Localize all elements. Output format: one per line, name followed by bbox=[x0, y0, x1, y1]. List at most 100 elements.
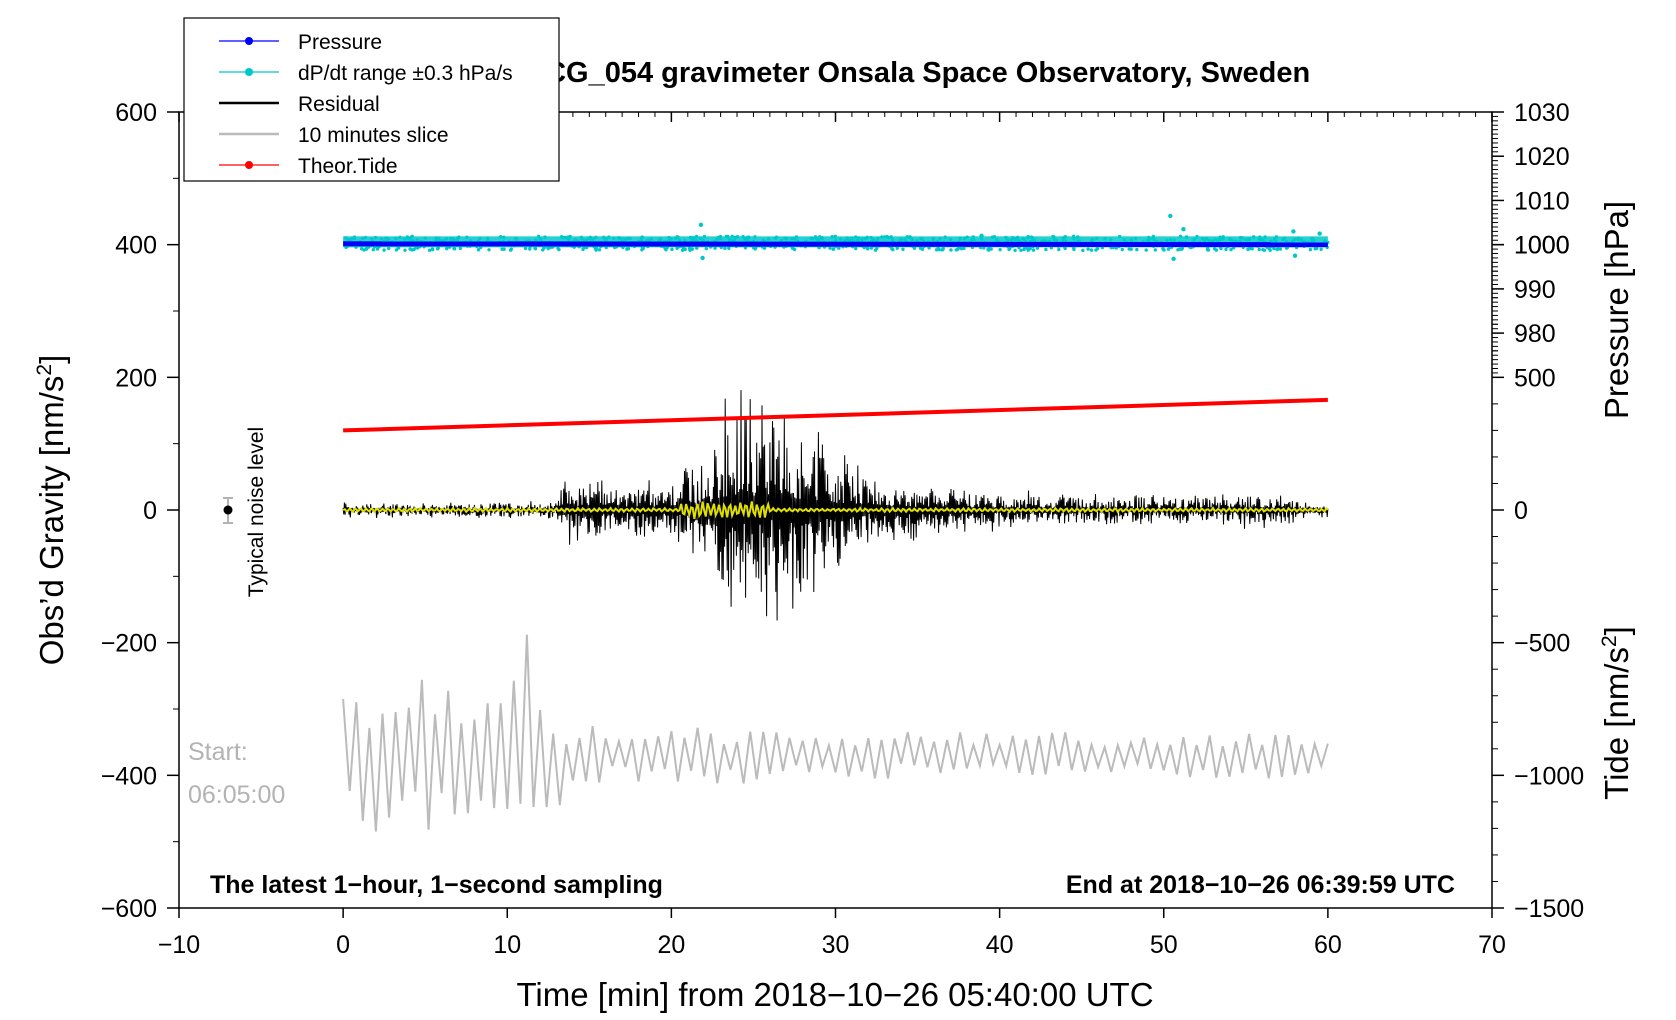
y-axis-title-gravity: Obs’d Gravity [nm/s2] bbox=[33, 355, 70, 666]
dpdt-point bbox=[542, 246, 546, 250]
dpdt-point bbox=[1284, 246, 1289, 250]
dpdt-point bbox=[1308, 247, 1313, 252]
dpdt-point bbox=[427, 248, 432, 252]
dpdt-point bbox=[910, 237, 914, 242]
dpdt-point bbox=[814, 237, 819, 241]
dpdt-point bbox=[1114, 246, 1118, 250]
dpdt-point bbox=[408, 236, 412, 241]
dpdt-point bbox=[677, 238, 682, 243]
dpdt-point bbox=[743, 246, 748, 250]
dpdt-point bbox=[384, 236, 388, 240]
pressure-line bbox=[343, 241, 1328, 248]
dpdt-outlier bbox=[1291, 229, 1296, 234]
tide-tick-label--1500: −1500 bbox=[1514, 895, 1584, 923]
dpdt-point bbox=[1103, 236, 1107, 241]
y-axis-title-tide: Tide [nm/s2] bbox=[1598, 626, 1635, 800]
dpdt-point bbox=[543, 235, 547, 239]
dpdt-point bbox=[927, 246, 931, 250]
dpdt-point bbox=[1019, 248, 1023, 253]
dpdt-point bbox=[359, 247, 364, 251]
dpdt-point bbox=[1272, 237, 1277, 241]
dpdt-point bbox=[1091, 239, 1095, 243]
x-axis-title: Time [min] from 2018−10−26 05:40:00 UTC bbox=[516, 976, 1153, 1013]
dpdt-point bbox=[741, 234, 745, 239]
dpdt-point bbox=[533, 247, 538, 251]
dpdt-point bbox=[1238, 235, 1243, 240]
dpdt-point bbox=[958, 236, 962, 241]
noise-marker: Typical noise level bbox=[223, 427, 268, 597]
dpdt-outlier bbox=[1171, 256, 1176, 262]
dpdt-point bbox=[458, 246, 462, 251]
dpdt-point bbox=[784, 236, 789, 241]
x-tick-label-20: 20 bbox=[657, 931, 685, 959]
dpdt-point bbox=[1049, 246, 1054, 250]
dpdt-point bbox=[831, 247, 835, 251]
dpdt-point bbox=[860, 237, 864, 241]
dpdt-point bbox=[1147, 238, 1151, 242]
dpdt-point bbox=[579, 235, 584, 240]
legend-box bbox=[183, 17, 560, 182]
dpdt-point bbox=[948, 237, 953, 242]
dpdt-point bbox=[594, 235, 598, 239]
dpdt-point bbox=[382, 248, 386, 252]
dpdt-point bbox=[565, 236, 569, 240]
dpdt-point bbox=[1117, 234, 1122, 239]
dpdt-point bbox=[1127, 247, 1131, 251]
dpdt-point bbox=[681, 245, 685, 250]
legend-label-3: 10 minutes slice bbox=[298, 124, 449, 147]
dpdt-point bbox=[992, 234, 997, 239]
dpdt-point bbox=[453, 238, 457, 243]
y-axis-title-gravity-text: Obs’d Gravity [nm/s bbox=[33, 376, 70, 666]
dpdt-point bbox=[375, 247, 380, 251]
dpdt-point bbox=[987, 246, 992, 250]
dpdt-point bbox=[982, 246, 986, 250]
dpdt-point bbox=[766, 237, 771, 241]
dpdt-point bbox=[970, 237, 974, 242]
dpdt-point bbox=[873, 248, 878, 252]
dpdt-point bbox=[937, 247, 941, 252]
dpdt-point bbox=[1312, 238, 1316, 243]
dpdt-point bbox=[1313, 247, 1317, 251]
legend-entries: Pressure dP/dt range ±0.3 hPa/s Residual 10… bbox=[219, 31, 513, 178]
dpdt-point bbox=[1013, 248, 1017, 253]
left-tick-label--600: −600 bbox=[101, 895, 157, 923]
dpdt-point bbox=[561, 236, 565, 240]
dpdt-point bbox=[1211, 239, 1215, 243]
dpdt-point bbox=[528, 247, 532, 251]
legend-label-1: dP/dt range ±0.3 hPa/s bbox=[298, 62, 513, 85]
dpdt-point bbox=[833, 234, 838, 239]
left-tick-label--400: −400 bbox=[101, 762, 157, 790]
dpdt-point bbox=[901, 247, 905, 252]
dpdt-point bbox=[1200, 236, 1205, 241]
y-axis-title-tide-sup: 2 bbox=[1598, 635, 1621, 647]
dpdt-point bbox=[594, 248, 598, 252]
tide-tick-label-500: 500 bbox=[1514, 364, 1556, 392]
dpdt-point bbox=[626, 247, 631, 251]
dpdt-point bbox=[538, 236, 542, 240]
dpdt-point bbox=[943, 235, 947, 239]
dpdt-point bbox=[675, 246, 679, 250]
dpdt-point bbox=[1227, 237, 1232, 241]
dpdt-point bbox=[849, 237, 853, 241]
dpdt-point bbox=[1129, 238, 1134, 242]
dpdt-point bbox=[352, 236, 357, 241]
dpdt-point bbox=[1296, 236, 1300, 240]
dpdt-point bbox=[1012, 236, 1017, 241]
dpdt-point bbox=[1089, 248, 1094, 252]
dpdt-point bbox=[1263, 235, 1267, 239]
dpdt-point bbox=[1009, 238, 1014, 242]
dpdt-point bbox=[574, 238, 579, 243]
dpdt-point bbox=[361, 236, 365, 241]
dpdt-point bbox=[773, 236, 778, 241]
legend-marker-1 bbox=[245, 68, 253, 76]
dpdt-point bbox=[905, 235, 909, 239]
dpdt-point bbox=[962, 236, 967, 241]
dpdt-point bbox=[1086, 247, 1090, 251]
dpdt-outlier bbox=[979, 233, 984, 239]
dpdt-point bbox=[364, 247, 368, 251]
dpdt-point bbox=[695, 246, 699, 250]
dpdt-point bbox=[487, 248, 491, 252]
dpdt-outlier bbox=[1168, 213, 1173, 219]
dpdt-point bbox=[394, 236, 398, 241]
dpdt-point bbox=[1299, 237, 1304, 242]
